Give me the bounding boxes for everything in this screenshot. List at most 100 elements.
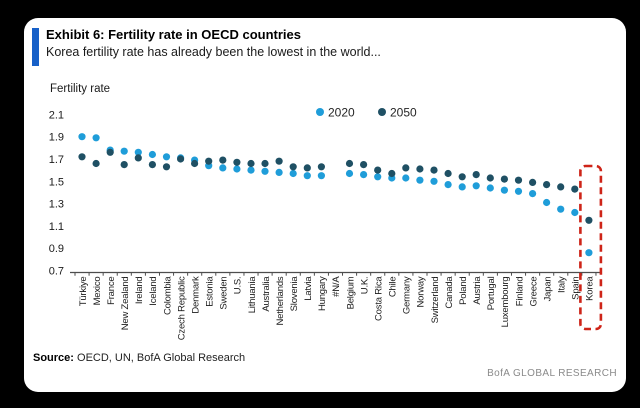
- data-point-2050-Netherlands: [275, 157, 283, 165]
- data-point-2050-Denmark: [191, 159, 199, 168]
- data-point-2020-Switzerland: [430, 177, 438, 185]
- data-point-2050-U.K.: [360, 161, 368, 169]
- x-axis-label-#N/A: #N/A: [331, 276, 342, 297]
- x-axis-label-Latvia: Latvia: [303, 276, 314, 301]
- data-point-2050-Australia: [261, 159, 269, 168]
- data-point-2020-Colombia: [162, 153, 171, 161]
- data-point-2050-Lithuania: [247, 159, 255, 168]
- data-point-2020-Australia: [261, 167, 269, 175]
- x-axis-label-Iceland: Iceland: [148, 277, 159, 306]
- x-axis-label-Hungary: Hungary: [317, 276, 328, 311]
- data-point-2020-Poland: [458, 183, 466, 191]
- x-axis-label-Switzerland: Switzerland: [430, 277, 441, 324]
- y-tick-label: 1.1: [49, 221, 64, 233]
- data-point-2050-Costa Rica: [374, 166, 382, 174]
- y-tick-label: 1.7: [49, 154, 64, 166]
- data-point-2020-Costa Rica: [374, 173, 382, 181]
- x-axis-label-Netherlands: Netherlands: [275, 276, 286, 325]
- x-axis-label-Chile: Chile: [388, 277, 399, 298]
- x-axis-label-Ireland: Ireland: [134, 277, 145, 305]
- data-point-2050-France: [106, 148, 114, 156]
- source-label: Source:: [33, 352, 74, 364]
- data-point-2020-Sweden: [219, 164, 227, 172]
- y-tick-label: 0.7: [49, 266, 64, 278]
- data-point-2020-Japan: [543, 198, 551, 207]
- data-point-2020-Portugal: [486, 184, 494, 192]
- data-point-2050-Luxembourg: [500, 175, 508, 183]
- data-point-2050-Czech Republic: [177, 155, 185, 163]
- data-point-2050-Latvia: [303, 164, 311, 172]
- y-tick-label: 2.1: [49, 109, 64, 121]
- x-axis-label-New Zealand: New Zealand: [120, 277, 131, 331]
- source-line: Source: OECD, UN, BofA Global Research: [33, 352, 245, 364]
- data-point-2050-Mexico: [92, 159, 100, 168]
- data-point-2050-Switzerland: [430, 166, 438, 174]
- data-point-2020-U.K.: [360, 171, 368, 179]
- data-point-2020-Netherlands: [275, 168, 283, 176]
- data-point-2050-Italy: [557, 183, 565, 191]
- x-axis-label-Colombia: Colombia: [162, 276, 173, 315]
- data-point-2050-Sweden: [219, 156, 227, 164]
- data-point-2050-Greece: [529, 178, 537, 186]
- x-axis-label-Finland: Finland: [514, 277, 525, 307]
- x-axis-label-Lithuania: Lithuania: [247, 276, 258, 314]
- x-axis-label-France: France: [106, 277, 117, 305]
- data-point-2020-Latvia: [303, 172, 311, 180]
- data-point-2050-Chile: [388, 169, 396, 178]
- data-point-2050-Poland: [458, 173, 466, 181]
- data-point-2020-Ireland: [134, 148, 142, 156]
- y-axis-title: Fertility rate: [50, 83, 110, 95]
- data-point-2020-Finland: [514, 187, 523, 195]
- fertility-scatter-chart: Fertility rate 2.1 1.9 1.7 1.5 1.3 1.1 0.9 0.7 20…: [24, 18, 626, 392]
- title-accent-bar: [32, 28, 39, 66]
- x-axis-label-Costa Rica: Costa Rica: [373, 276, 384, 321]
- data-point-2050-Portugal: [486, 174, 494, 182]
- data-point-2020-Greece: [529, 190, 537, 198]
- y-tick-label: 1.5: [49, 176, 64, 188]
- brand-footer: BofA GLOBAL RESEARCH: [487, 368, 617, 379]
- source-text: OECD, UN, BofA Global Research: [73, 352, 246, 364]
- legend-label-2020: 2020: [328, 106, 355, 120]
- data-point-2050-Türkiye: [78, 153, 86, 161]
- data-point-2050-Germany: [402, 164, 410, 172]
- data-point-2020-Italy: [557, 205, 565, 213]
- x-axis-label-Italy: Italy: [557, 276, 568, 293]
- data-point-2020-Germany: [402, 174, 410, 182]
- legend-dot-2050: [378, 108, 386, 116]
- x-axis-label-Sweden: Sweden: [219, 277, 230, 310]
- x-axis-label-Poland: Poland: [458, 277, 469, 305]
- data-point-2020-Spain: [571, 208, 579, 217]
- x-axis-label-Portugal: Portugal: [486, 276, 497, 310]
- data-point-2020-Slovenia: [289, 169, 297, 178]
- x-axis-label-Japan: Japan: [542, 277, 553, 302]
- x-axis-label-Slovenia: Slovenia: [289, 276, 300, 312]
- x-axis-label-Germany: Germany: [402, 276, 413, 314]
- x-axis-label-Spain: Spain: [571, 277, 582, 300]
- data-point-2050-Korea: [585, 216, 593, 224]
- x-axis-label-Mexico: Mexico: [92, 277, 103, 306]
- x-axis-label-Norway: Norway: [416, 276, 427, 307]
- data-point-2050-Ireland: [134, 154, 142, 162]
- y-tick-label: 1.9: [49, 132, 64, 144]
- data-point-2050-Japan: [543, 181, 551, 189]
- exhibit-title: Exhibit 6: Fertility rate in OECD countr…: [46, 27, 301, 42]
- data-point-2050-Austria: [472, 171, 480, 179]
- data-point-2050-Estonia: [205, 157, 213, 165]
- data-point-2050-Spain: [571, 185, 579, 193]
- x-axis-label-U.S.: U.S.: [233, 277, 244, 295]
- data-point-2020-Türkiye: [78, 133, 86, 141]
- x-axis-label-Austria: Austria: [472, 276, 483, 305]
- x-axis-label-U.K.: U.K.: [359, 277, 370, 295]
- data-point-2050-Belgium: [345, 159, 354, 168]
- data-point-2050-Iceland: [148, 161, 156, 169]
- x-axis-label-Greece: Greece: [528, 277, 539, 307]
- exhibit-card: Exhibit 6: Fertility rate in OECD countr…: [24, 18, 626, 392]
- data-point-2020-Canada: [444, 181, 452, 189]
- x-axis-label-Belgium: Belgium: [345, 276, 356, 309]
- data-point-2050-New Zealand: [120, 161, 128, 169]
- x-axis-label-Türkiye: Türkiye: [78, 277, 89, 307]
- korea-highlight-box: [579, 164, 603, 331]
- exhibit-subtitle: Korea fertility rate has already been th…: [46, 45, 381, 59]
- data-point-2050-Finland: [514, 176, 523, 184]
